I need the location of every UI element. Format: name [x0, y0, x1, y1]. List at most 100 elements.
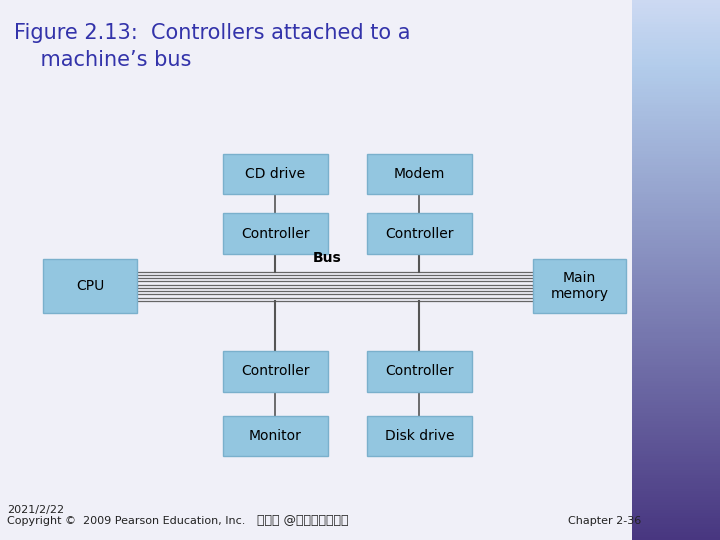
Bar [632, 418, 720, 421]
Bar [632, 351, 720, 354]
Bar [632, 340, 720, 343]
Bar [632, 413, 720, 416]
Bar [632, 327, 720, 329]
Bar [632, 489, 720, 491]
FancyBboxPatch shape [533, 259, 626, 313]
Bar [632, 432, 720, 435]
Bar [632, 370, 720, 373]
Bar [632, 275, 720, 278]
Bar [632, 383, 720, 386]
Bar [632, 24, 720, 27]
Bar [632, 278, 720, 281]
Bar [632, 248, 720, 251]
Bar [632, 89, 720, 92]
Bar [632, 16, 720, 19]
Bar [632, 243, 720, 246]
Bar [632, 267, 720, 270]
Bar [632, 8, 720, 11]
Bar [632, 146, 720, 148]
Bar [632, 22, 720, 24]
Bar [632, 443, 720, 445]
Bar [632, 86, 720, 89]
Bar [632, 421, 720, 424]
FancyBboxPatch shape [223, 154, 328, 194]
Bar [632, 216, 720, 219]
Bar [632, 119, 720, 122]
Bar [632, 343, 720, 346]
Text: Modem: Modem [394, 167, 445, 181]
Bar [632, 324, 720, 327]
Bar [632, 227, 720, 229]
Bar [632, 221, 720, 224]
Bar [632, 181, 720, 184]
Bar [632, 529, 720, 532]
Bar [632, 230, 720, 232]
Bar [632, 446, 720, 448]
Bar [632, 405, 720, 408]
Bar [632, 103, 720, 105]
Bar [632, 427, 720, 429]
Bar [632, 19, 720, 22]
Bar [632, 364, 720, 367]
Bar [632, 232, 720, 235]
Bar [632, 132, 720, 135]
Bar [632, 124, 720, 127]
Bar [632, 159, 720, 162]
Bar [632, 170, 720, 173]
Bar [632, 246, 720, 248]
Bar [632, 54, 720, 57]
Bar [632, 402, 720, 405]
Bar [632, 94, 720, 97]
Bar [632, 151, 720, 154]
FancyBboxPatch shape [223, 351, 328, 392]
Bar [632, 467, 720, 470]
Bar [632, 176, 720, 178]
Bar [632, 30, 720, 32]
Bar [632, 321, 720, 324]
Bar [632, 281, 720, 284]
FancyBboxPatch shape [223, 213, 328, 254]
Bar [632, 397, 720, 400]
Bar [632, 189, 720, 192]
Bar [632, 108, 720, 111]
Bar [632, 32, 720, 35]
Bar [632, 440, 720, 443]
Bar [632, 500, 720, 502]
Bar [632, 73, 720, 76]
Bar [632, 359, 720, 362]
Bar [632, 416, 720, 418]
Bar [632, 313, 720, 316]
Bar [632, 265, 720, 267]
Bar [632, 173, 720, 176]
Bar [632, 518, 720, 521]
Bar [632, 202, 720, 205]
Bar [632, 302, 720, 305]
Bar [632, 389, 720, 392]
Bar [632, 200, 720, 202]
Bar [632, 346, 720, 348]
Bar [632, 356, 720, 359]
Bar [632, 535, 720, 537]
Bar [632, 35, 720, 38]
Bar [632, 213, 720, 216]
Bar [632, 0, 720, 3]
Bar [632, 167, 720, 170]
Bar [632, 143, 720, 146]
Bar [632, 208, 720, 211]
Bar [632, 454, 720, 456]
Bar [632, 43, 720, 46]
Bar [632, 194, 720, 197]
Bar [632, 394, 720, 397]
FancyBboxPatch shape [367, 154, 472, 194]
Bar [632, 348, 720, 351]
Bar [632, 308, 720, 310]
Bar [632, 38, 720, 40]
Text: 蔡文能 @交通大學資工系: 蔡文能 @交通大學資工系 [256, 514, 348, 526]
Bar [632, 513, 720, 516]
Bar [632, 154, 720, 157]
Bar [632, 59, 720, 62]
Bar [632, 178, 720, 181]
Bar [632, 481, 720, 483]
Bar [632, 57, 720, 59]
Text: Figure 2.13:  Controllers attached to a: Figure 2.13: Controllers attached to a [14, 23, 411, 43]
